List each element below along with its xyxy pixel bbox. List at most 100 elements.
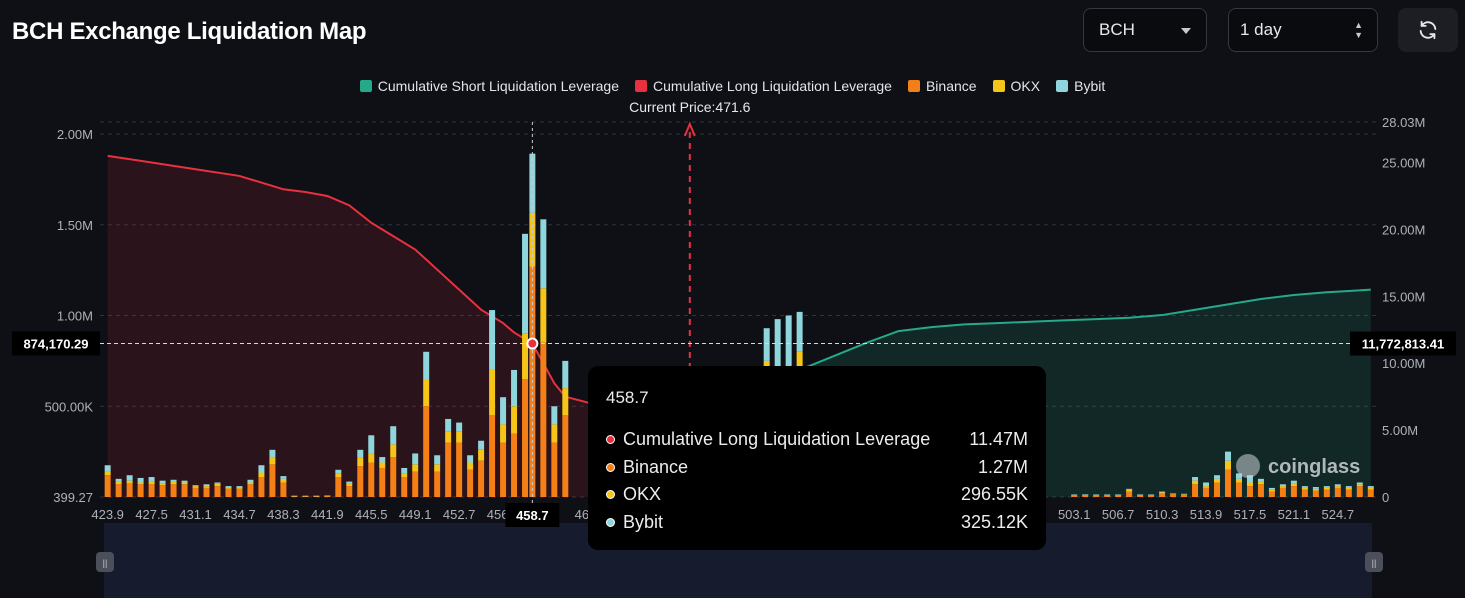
coin-select[interactable]: BCH [1083, 8, 1207, 52]
bar-bybit [562, 360, 569, 389]
refresh-icon [1419, 20, 1437, 40]
crosshair-x-label: 458.7 [516, 508, 549, 523]
bar-binance [1137, 495, 1144, 497]
bar-bybit [445, 418, 452, 432]
legend-swatch-short [359, 80, 372, 92]
refresh-button[interactable] [1398, 8, 1458, 52]
bar-bybit [1148, 494, 1155, 495]
bar-okx [1356, 484, 1363, 487]
legend-label-okx: OKX [1010, 78, 1041, 94]
y-left-tick-label: 1.50M [57, 218, 93, 233]
bar-okx [236, 487, 243, 489]
bar-okx [1203, 486, 1210, 488]
bar-binance [1093, 495, 1100, 497]
current-price-arrow-icon [683, 121, 696, 137]
bar-okx [203, 486, 210, 488]
chart-legend: Cumulative Short Liquidation Leverage Cu… [0, 78, 1465, 94]
bar-binance [1126, 491, 1133, 497]
bar-okx [540, 288, 547, 343]
bar-okx [258, 472, 265, 478]
x-tick-label: 521.1 [1278, 507, 1311, 522]
legend-item-binance[interactable]: Binance [907, 78, 977, 94]
tooltip-dot-icon [606, 517, 615, 527]
bar-binance [335, 477, 342, 497]
watermark: coinglass [1268, 456, 1360, 478]
bar-binance [1301, 489, 1308, 497]
bar-bybit [346, 481, 353, 484]
bar-okx [529, 212, 536, 267]
y-left-tick-label: 500.00K [45, 399, 94, 414]
y-right-tick-label: 25.00M [1382, 156, 1425, 171]
y-right-tick-label: 20.00M [1382, 222, 1425, 237]
bar-okx [1126, 489, 1133, 492]
bar-binance [269, 464, 276, 497]
bar-okx [225, 487, 232, 489]
short-cumulative-line [766, 288, 1371, 385]
x-tick-label: 524.7 [1322, 507, 1355, 522]
tooltip-price: 458.7 [606, 388, 649, 407]
bar-bybit [785, 315, 792, 370]
bar-okx [1137, 494, 1144, 496]
legend-item-bybit[interactable]: Bybit [1056, 78, 1105, 94]
bar-bybit [1268, 487, 1275, 490]
bar-binance [540, 342, 547, 497]
legend-item-short[interactable]: Cumulative Short Liquidation Leverage [359, 78, 619, 94]
bar-okx [489, 369, 496, 416]
bar-okx [796, 351, 803, 380]
bar-bybit [1246, 475, 1253, 483]
bar-bybit [104, 465, 111, 472]
bar-binance [511, 433, 518, 497]
bar-binance [181, 484, 188, 497]
bar-binance [1367, 489, 1374, 497]
bar-okx [137, 482, 144, 485]
bar-binance [1323, 489, 1330, 497]
legend-swatch-bybit [1056, 80, 1069, 92]
bar-okx [346, 483, 353, 487]
tooltip-row-label: Binance [623, 456, 689, 477]
bar-bybit [1345, 486, 1352, 488]
bar-okx [368, 453, 375, 463]
tooltip-dot-icon [606, 435, 615, 445]
bar-bybit [357, 449, 364, 458]
x-tick-label: 452.7 [443, 507, 476, 522]
bar-okx [1071, 494, 1078, 496]
tooltip-row-label: Bybit [623, 511, 664, 532]
long-cumulative-area [107, 155, 591, 497]
bar-okx [1301, 487, 1308, 490]
legend-swatch-binance [907, 80, 920, 92]
bar-okx [357, 457, 364, 467]
bar-okx [192, 486, 199, 488]
bar-binance [445, 442, 452, 497]
bar-bybit [1170, 493, 1177, 494]
bar-bybit [423, 351, 430, 380]
bar-bybit [280, 476, 287, 479]
bar-bybit [115, 478, 122, 482]
x-tick-label: 513.9 [1190, 507, 1223, 522]
bar-bybit [412, 453, 419, 465]
x-tick-label: 434.7 [223, 507, 256, 522]
bar-binance [1071, 495, 1078, 497]
bar-binance [456, 442, 463, 497]
legend-item-long[interactable]: Cumulative Long Liquidation Leverage [635, 78, 892, 94]
bar-binance [1214, 482, 1221, 497]
bar-binance [1290, 486, 1297, 497]
bar-okx [401, 473, 408, 478]
bar-okx [500, 424, 507, 443]
bar-bybit [269, 449, 276, 458]
bar-bybit [1214, 475, 1221, 479]
bar-binance [192, 487, 199, 497]
range-select[interactable]: 1 day ▲ ▼ [1228, 8, 1378, 52]
bar-okx [115, 481, 122, 485]
x-tick-label: 431.1 [179, 507, 212, 522]
bar-okx [478, 449, 485, 461]
x-tick-label: 517.5 [1234, 507, 1267, 522]
tooltip-dot-icon [606, 490, 615, 500]
bar-binance [500, 442, 507, 497]
tooltip-row-label: Cumulative Long Liquidation Leverage [623, 429, 931, 450]
bar-bybit [159, 480, 166, 484]
legend-item-okx[interactable]: OKX [992, 78, 1041, 94]
bar-okx [456, 431, 463, 443]
bar-binance [203, 487, 210, 497]
bar-binance [170, 484, 177, 497]
bar-okx [1104, 494, 1111, 496]
